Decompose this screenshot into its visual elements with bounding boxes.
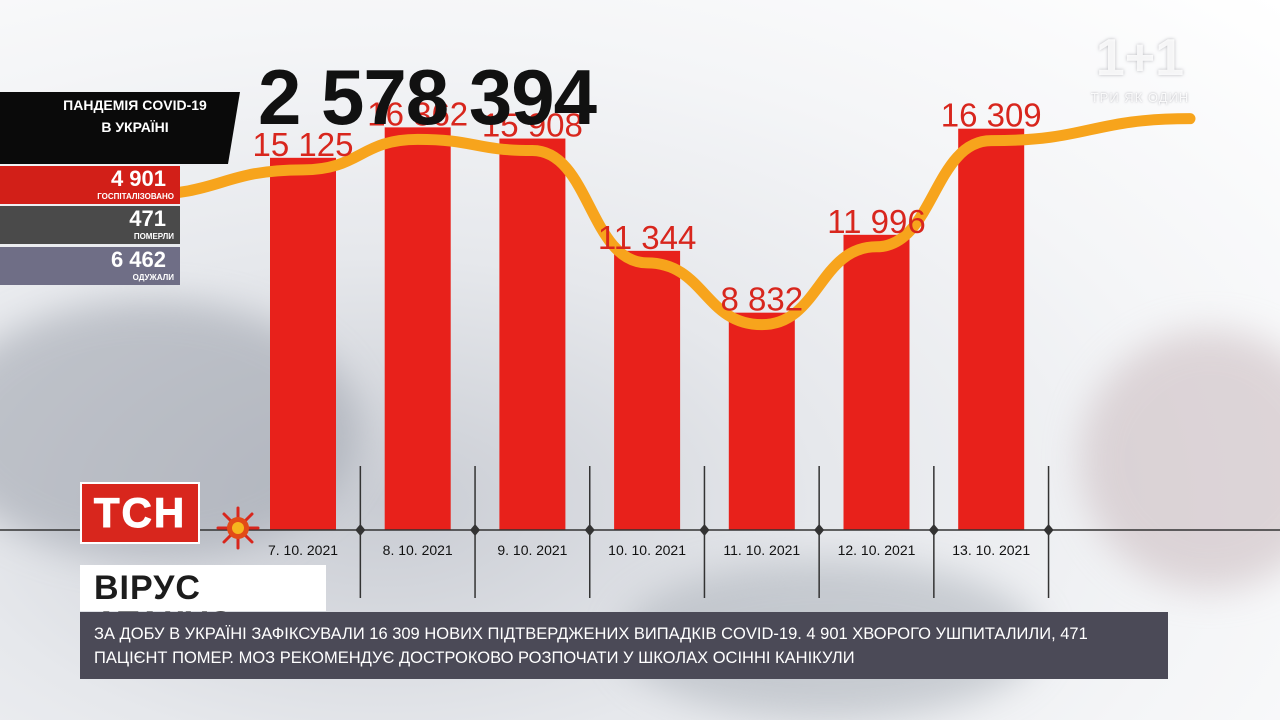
tsn-logo-text: ТСН bbox=[93, 489, 187, 536]
x-tick-diamond bbox=[584, 524, 595, 536]
bar-value-label: 11 996 bbox=[827, 203, 925, 240]
died-value: 471 bbox=[129, 206, 166, 231]
bar bbox=[728, 312, 795, 530]
bar-value-label: 16 309 bbox=[941, 97, 1042, 134]
bar bbox=[499, 138, 566, 530]
x-tick-label: 13. 10. 2021 bbox=[952, 542, 1030, 558]
x-tick-label: 9. 10. 2021 bbox=[497, 542, 567, 558]
pandemic-title: ПАНДЕМІЯ COVID-19 В УКРАЇНІ bbox=[63, 97, 207, 135]
headline-box: ВІРУС АТАКУЄ bbox=[80, 565, 326, 642]
bar-value-label: 8 832 bbox=[721, 281, 804, 318]
background-blob bbox=[1080, 330, 1280, 590]
x-tick-label: 8. 10. 2021 bbox=[383, 542, 453, 558]
total-cases: 2 578 394 bbox=[258, 53, 597, 141]
recovered-stat: 6 462 одужали bbox=[0, 247, 180, 285]
bar-value-label: 16 362 bbox=[367, 95, 468, 132]
bar-value-label: 11 344 bbox=[598, 219, 696, 256]
recovered-label: одужали bbox=[132, 273, 174, 282]
virus-icon bbox=[216, 506, 260, 550]
x-tick-labels-group: 7. 10. 2021 8. 10. 2021 9. 10. 2021 10. 10.… bbox=[268, 542, 1030, 558]
hospitalized-label: госпіталізовано bbox=[97, 192, 174, 201]
x-tick-label: 10. 10. 2021 bbox=[608, 542, 686, 558]
recovered-value: 6 462 bbox=[110, 247, 166, 272]
value-labels-group: 15 125 16 362 15 908 11 344 8 832 11 996 16 30… bbox=[253, 95, 1042, 317]
trend-line bbox=[134, 113, 1196, 331]
news-ticker: ЗА ДОБУ В УКРАЇНІ ЗАФІКСУВАЛИ 16 309 НОВ… bbox=[80, 612, 1168, 679]
bars-group bbox=[270, 127, 1025, 531]
tick-group bbox=[355, 466, 1054, 598]
ticker-text: ЗА ДОБУ В УКРАЇНІ ЗАФІКСУВАЛИ 16 309 НОВ… bbox=[94, 625, 1088, 667]
died-label: померли bbox=[133, 232, 174, 241]
bar bbox=[384, 127, 451, 530]
pandemic-title-box: ПАНДЕМІЯ COVID-19 В УКРАЇНІ bbox=[0, 92, 240, 164]
bar bbox=[958, 128, 1025, 530]
x-tick-diamond bbox=[928, 524, 939, 536]
x-tick-diamond bbox=[1043, 524, 1054, 536]
bar-value-label: 15 125 bbox=[253, 126, 354, 163]
channel-logo: 1+1 bbox=[1095, 29, 1185, 87]
bar bbox=[614, 250, 681, 531]
died-stat: 471 померли bbox=[0, 206, 180, 244]
bar bbox=[270, 157, 336, 530]
x-tick-label: 7. 10. 2021 bbox=[268, 542, 338, 558]
x-tick-label: 11. 10. 2021 bbox=[723, 542, 800, 558]
x-tick-diamond bbox=[814, 524, 825, 536]
x-tick-label: 12. 10. 2021 bbox=[838, 542, 916, 558]
bar-value-label: 15 908 bbox=[482, 107, 583, 144]
x-tick-diamond bbox=[470, 524, 481, 536]
x-tick-diamond bbox=[355, 524, 366, 536]
tsn-logo: ТСН bbox=[80, 482, 200, 544]
bar bbox=[843, 234, 910, 530]
channel-logo-subtitle: ТРИ ЯК ОДИН bbox=[1090, 90, 1190, 105]
x-tick-diamond bbox=[699, 524, 710, 536]
hospitalized-value: 4 901 bbox=[110, 166, 166, 191]
hospitalized-stat: 4 901 госпіталізовано bbox=[0, 166, 180, 204]
